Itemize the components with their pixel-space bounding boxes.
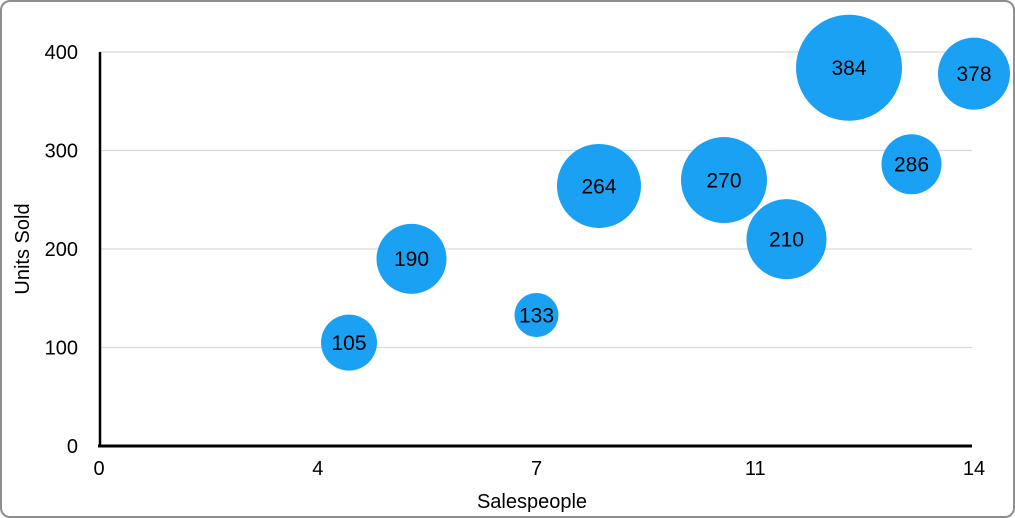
bubble-label: 190: [394, 248, 429, 271]
y-tick-label: 400: [45, 42, 78, 64]
y-tick-label: 100: [45, 338, 78, 360]
bubble[interactable]: [796, 14, 902, 121]
y-tick-label: 0: [67, 436, 78, 458]
bubble[interactable]: [321, 314, 377, 371]
x-tick-label: 7: [531, 458, 542, 480]
y-tick-label: 300: [45, 141, 78, 163]
bubble-label: 133: [519, 304, 554, 327]
x-tick-label: 0: [93, 458, 104, 480]
bubble[interactable]: [376, 223, 447, 294]
bubble-label: 105: [331, 332, 366, 355]
bubble-label: 210: [769, 229, 804, 252]
bubble[interactable]: [557, 143, 641, 228]
y-tick-label: 200: [45, 239, 78, 261]
bubble-label: 264: [581, 175, 616, 198]
x-tick-label: 11: [745, 458, 766, 480]
bubble[interactable]: [746, 199, 827, 280]
bubble[interactable]: [881, 134, 942, 195]
bubble[interactable]: [938, 37, 1010, 110]
bubble-label: 378: [956, 63, 991, 86]
x-tick-label: 4: [312, 458, 323, 480]
y-axis-title: Units Sold: [12, 203, 34, 294]
bubble-label: 384: [831, 57, 866, 80]
x-axis-title: Salespeople: [477, 491, 587, 513]
bubble-label: 286: [894, 154, 929, 177]
bubble[interactable]: [681, 137, 767, 224]
bubble-label: 270: [706, 169, 741, 192]
bubble[interactable]: [514, 292, 559, 337]
x-tick-label: 14: [963, 458, 985, 480]
